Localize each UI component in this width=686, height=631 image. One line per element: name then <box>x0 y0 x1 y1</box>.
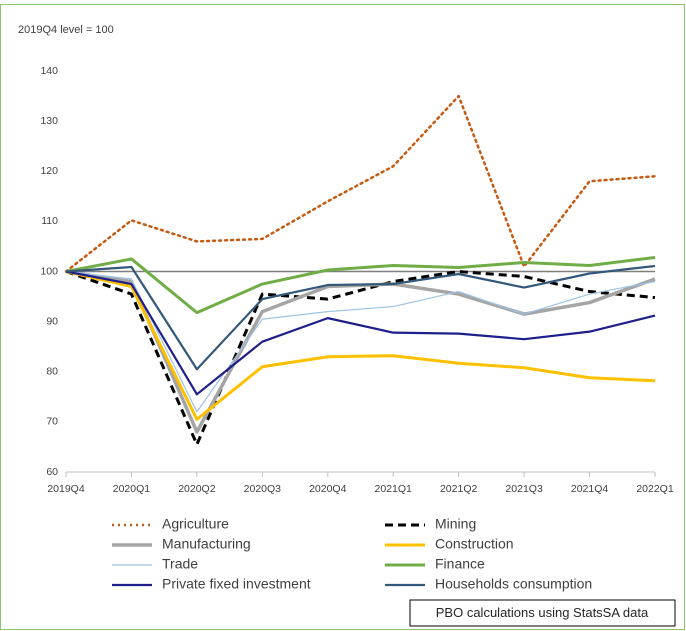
x-tick-label: 2019Q4 <box>47 483 85 495</box>
series-line <box>65 270 656 396</box>
y-tick-label: 90 <box>46 315 58 327</box>
x-tick-label: 2020Q1 <box>113 483 151 495</box>
x-tick-label: 2020Q4 <box>309 483 347 495</box>
y-tick-label: 130 <box>40 115 58 127</box>
y-tick-label: 80 <box>46 366 58 378</box>
y-tick-label: 60 <box>46 466 58 478</box>
x-tick-label: 2020Q3 <box>244 483 282 495</box>
legend-label: Agriculture <box>162 516 229 532</box>
x-tick-label: 2021Q2 <box>440 483 478 495</box>
y-tick-label: 120 <box>40 165 58 177</box>
legend-label: Manufacturing <box>162 536 251 552</box>
legend-label: Construction <box>435 536 514 552</box>
series-line <box>65 264 656 371</box>
legend-label: Private fixed investment <box>162 576 311 592</box>
y-axis-label: 2019Q4 level = 100 <box>18 24 114 36</box>
legend-label: Trade <box>162 556 198 572</box>
legend-label: Households consumption <box>435 576 592 592</box>
series-line <box>65 270 656 446</box>
x-tick-label: 2022Q1 <box>636 483 674 495</box>
legend-label: Finance <box>435 556 485 572</box>
series-line <box>65 255 656 315</box>
series-line <box>65 270 656 421</box>
legend-label: Mining <box>435 516 476 532</box>
y-tick-label: 110 <box>41 215 58 227</box>
y-tick-label: 100 <box>40 265 58 277</box>
x-tick-label: 2020Q2 <box>178 483 216 495</box>
note-box <box>409 599 676 627</box>
series-line <box>65 270 656 413</box>
series-line <box>65 269 656 434</box>
x-tick-label: 2021Q3 <box>505 483 543 495</box>
frame <box>0 4 685 630</box>
y-tick-label: 70 <box>46 416 58 428</box>
x-tick-label: 2021Q1 <box>375 483 413 495</box>
y-tick-label: 140 <box>40 65 58 77</box>
series-line <box>64 94 657 273</box>
x-tick-label: 2021Q4 <box>571 483 609 495</box>
note: PBO calculations using StatsSA data <box>436 605 649 620</box>
